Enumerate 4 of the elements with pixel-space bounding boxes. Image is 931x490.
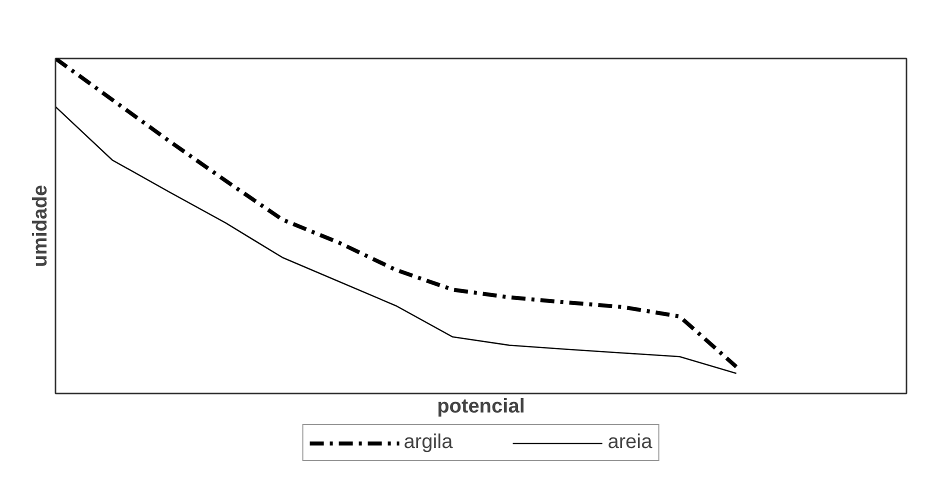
- x-axis-title: potencial: [437, 396, 525, 418]
- y-axis-title: umidade: [30, 184, 52, 268]
- legend-label: argila: [404, 431, 453, 454]
- legend-label: areia: [608, 431, 652, 454]
